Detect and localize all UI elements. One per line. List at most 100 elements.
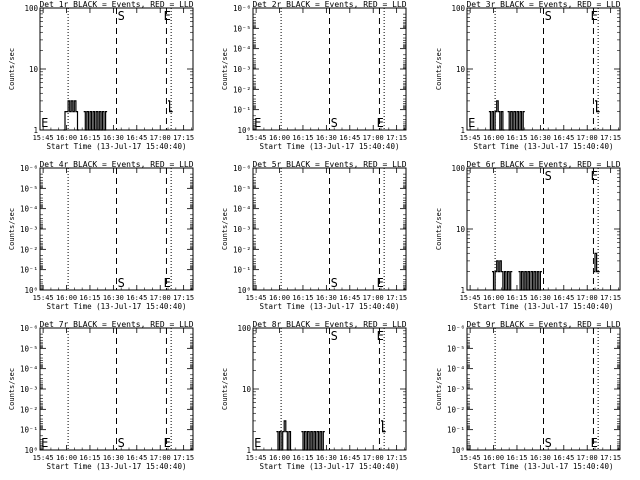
x-axis-label: Start Time (13-Jul-17 15:40:40) bbox=[47, 462, 187, 471]
events-series-line bbox=[83, 111, 108, 131]
marker-e: E bbox=[254, 116, 261, 130]
x-tick-label: 16:30 bbox=[103, 134, 124, 142]
x-tick-label: 16:15 bbox=[292, 454, 313, 462]
y-tick-label: 10⁻⁴ bbox=[233, 45, 251, 54]
x-tick-label: 15:45 bbox=[246, 134, 267, 142]
panel-det-2: Det 2r BLACK = Events, RED = LLD 10⁰ 10⁻¹ 1… bbox=[221, 0, 407, 151]
y-tick-label: 1 bbox=[246, 446, 251, 455]
marker-s: S bbox=[331, 276, 338, 290]
x-tick-label: 16:30 bbox=[316, 294, 337, 302]
x-tick-label: 16:45 bbox=[553, 294, 574, 302]
y-tick-label: 100 bbox=[24, 4, 38, 13]
y-tick-label: 10⁻⁶ bbox=[447, 324, 465, 333]
events-series-line bbox=[593, 252, 600, 273]
panel-title: Det 4r BLACK = Events, RED = LLD bbox=[39, 160, 193, 169]
x-tick-label: 16:45 bbox=[126, 454, 147, 462]
x-tick-label: 17:00 bbox=[150, 134, 171, 142]
marker-e: E bbox=[41, 436, 48, 450]
x-tick-label: 17:15 bbox=[386, 134, 407, 142]
panel-title: Det 2r BLACK = Events, RED = LLD bbox=[252, 0, 406, 9]
x-tick-label: 17:15 bbox=[173, 294, 194, 302]
y-tick-label: 10⁰ bbox=[237, 286, 251, 295]
y-tick-label: 10 bbox=[29, 65, 39, 74]
panel-title: Det 7r BLACK = Events, RED = LLD bbox=[39, 320, 193, 329]
x-axis-label: Start Time (13-Jul-17 15:40:40) bbox=[474, 142, 614, 151]
marker-s: S bbox=[545, 169, 552, 183]
x-tick-label: 17:00 bbox=[150, 454, 171, 462]
marker-e: E bbox=[41, 116, 48, 130]
marker-e: E bbox=[254, 436, 261, 450]
x-axis-label: Start Time (13-Jul-17 15:40:40) bbox=[47, 142, 187, 151]
x-tick-label: 15:45 bbox=[33, 454, 54, 462]
x-tick-label: 16:30 bbox=[530, 454, 551, 462]
x-axis-label: Start Time (13-Jul-17 15:40:40) bbox=[474, 302, 614, 311]
x-tick-label: 16:15 bbox=[79, 134, 100, 142]
y-tick-label: 10⁻⁶ bbox=[233, 164, 251, 173]
y-tick-label: 1 bbox=[460, 286, 465, 295]
x-tick-label: 17:15 bbox=[600, 454, 621, 462]
y-tick-label: 10⁰ bbox=[451, 446, 465, 455]
x-tick-label: 16:15 bbox=[506, 134, 527, 142]
x-axis-label: Start Time (13-Jul-17 15:40:40) bbox=[260, 302, 400, 311]
y-tick-label: 10⁻⁵ bbox=[447, 344, 465, 353]
y-tick-label: 10⁻³ bbox=[20, 225, 38, 234]
y-tick-label: 10⁻⁵ bbox=[20, 344, 38, 353]
y-tick-label: 100 bbox=[237, 324, 251, 333]
x-tick-label: 15:45 bbox=[460, 294, 481, 302]
x-tick-label: 16:00 bbox=[483, 134, 504, 142]
y-tick-label: 10⁻¹ bbox=[233, 266, 251, 275]
x-axis-label: Start Time (13-Jul-17 15:40:40) bbox=[260, 142, 400, 151]
x-tick-label: 17:15 bbox=[600, 134, 621, 142]
x-tick-label: 16:45 bbox=[553, 134, 574, 142]
panel-det-8: Det 8r BLACK = Events, RED = LLD 1 10 100 15… bbox=[221, 320, 407, 471]
events-series-line bbox=[381, 420, 386, 433]
marker-s: S bbox=[545, 9, 552, 23]
panel-det-7: Det 7r BLACK = Events, RED = LLD 10⁰ 10⁻¹ 1… bbox=[8, 320, 194, 471]
events-series-line bbox=[301, 431, 325, 451]
x-axis-label: Start Time (13-Jul-17 15:40:40) bbox=[47, 302, 187, 311]
x-tick-label: 17:00 bbox=[577, 454, 598, 462]
x-tick-label: 15:45 bbox=[460, 134, 481, 142]
x-tick-label: 16:45 bbox=[553, 454, 574, 462]
y-tick-label: 10⁻⁶ bbox=[233, 4, 251, 13]
y-axis-label: Counts/sec bbox=[8, 368, 16, 410]
x-tick-label: 16:00 bbox=[483, 454, 504, 462]
y-axis-label: Counts/sec bbox=[221, 208, 229, 250]
x-tick-label: 16:00 bbox=[56, 134, 77, 142]
marker-e: E bbox=[377, 276, 384, 290]
x-tick-label: 16:00 bbox=[269, 134, 290, 142]
events-series-line bbox=[507, 111, 525, 131]
y-tick-label: 10⁻² bbox=[233, 245, 251, 254]
x-tick-label: 16:45 bbox=[339, 454, 360, 462]
y-tick-label: 10⁰ bbox=[24, 446, 38, 455]
x-tick-label: 16:15 bbox=[292, 294, 313, 302]
y-axis-label: Counts/sec bbox=[8, 208, 16, 250]
y-tick-label: 10⁻³ bbox=[447, 385, 465, 394]
marker-e: E bbox=[591, 9, 598, 23]
events-series-line bbox=[63, 100, 79, 131]
x-tick-label: 16:15 bbox=[79, 454, 100, 462]
x-tick-label: 15:45 bbox=[33, 134, 54, 142]
x-tick-label: 17:15 bbox=[173, 134, 194, 142]
y-tick-label: 10⁻⁵ bbox=[20, 184, 38, 193]
x-tick-label: 15:45 bbox=[246, 294, 267, 302]
y-tick-label: 10⁰ bbox=[24, 286, 38, 295]
panel-title: Det 1r BLACK = Events, RED = LLD bbox=[39, 0, 193, 9]
x-tick-label: 17:15 bbox=[386, 294, 407, 302]
x-tick-label: 17:00 bbox=[363, 454, 384, 462]
x-tick-label: 17:15 bbox=[386, 454, 407, 462]
y-tick-label: 10⁻⁴ bbox=[20, 205, 38, 214]
x-tick-label: 17:00 bbox=[577, 294, 598, 302]
y-tick-label: 10⁻² bbox=[20, 405, 38, 414]
x-tick-label: 16:00 bbox=[269, 454, 290, 462]
panel-title: Det 9r BLACK = Events, RED = LLD bbox=[466, 320, 620, 329]
x-tick-label: 16:00 bbox=[56, 294, 77, 302]
y-tick-label: 10⁻² bbox=[233, 85, 251, 94]
marker-e: E bbox=[591, 169, 598, 183]
x-tick-label: 17:15 bbox=[173, 454, 194, 462]
x-axis-label: Start Time (13-Jul-17 15:40:40) bbox=[474, 462, 614, 471]
x-tick-label: 16:30 bbox=[530, 134, 551, 142]
x-tick-label: 17:00 bbox=[363, 294, 384, 302]
y-axis-label: Counts/sec bbox=[435, 48, 443, 90]
x-tick-label: 15:45 bbox=[460, 454, 481, 462]
